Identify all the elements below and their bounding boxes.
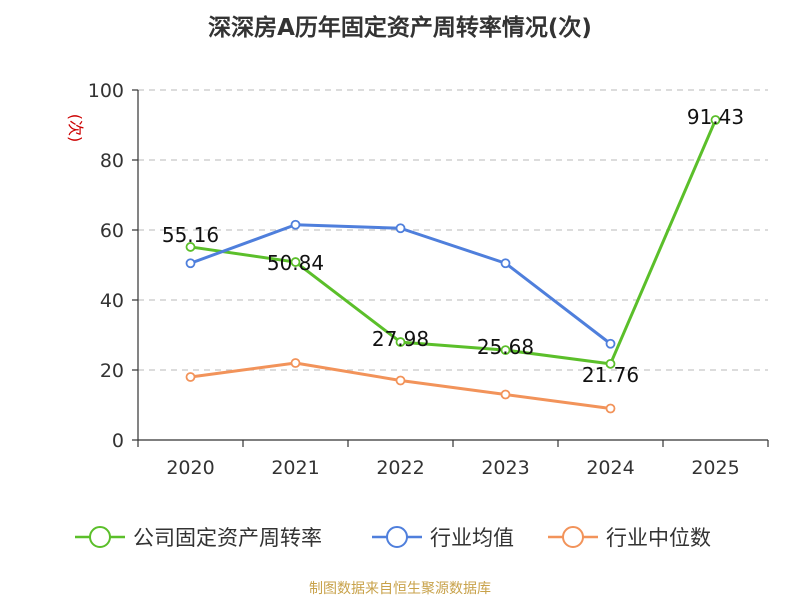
data-point — [500, 389, 511, 400]
x-tick-label: 2022 — [376, 457, 424, 479]
grid-layer — [138, 89, 768, 371]
x-tick-label: 2020 — [166, 457, 214, 479]
data-point — [290, 257, 301, 267]
legend: 公司固定资产周转率 行业均值 行业中位数 — [75, 526, 711, 550]
series-line — [189, 223, 612, 345]
series-line — [190, 119, 717, 366]
source-note: 制图数据来自恒生聚源数据库 — [309, 581, 491, 597]
data-label: 27.98 — [372, 327, 429, 351]
y-tick-label: 20 — [100, 360, 124, 382]
data-point — [185, 372, 196, 382]
chart-title: 深深房A历年固定资产周转率情况(次) — [208, 15, 592, 41]
legend-label: 公司固定资产周转率 — [133, 526, 322, 550]
data-point — [500, 345, 511, 356]
data-label: 21.76 — [582, 363, 639, 387]
series-layer — [185, 115, 721, 414]
data-point — [605, 358, 616, 369]
data-point — [395, 337, 406, 347]
data-label: 55.16 — [162, 223, 219, 247]
y-tick-label: 100 — [88, 80, 124, 102]
x-tick-label: 2021 — [271, 457, 319, 479]
x-tick-label: 2025 — [691, 457, 739, 479]
data-label: 91.43 — [687, 105, 744, 129]
axis-layer: 0 20 40 60 80 100 2020 2021 2022 2023 2024 2025 — [88, 80, 769, 479]
data-point — [605, 338, 616, 349]
data-point — [395, 375, 406, 386]
data-point — [185, 242, 196, 252]
data-point — [395, 223, 406, 234]
y-tick-label: 60 — [100, 220, 124, 242]
legend-marker — [89, 526, 111, 548]
data-point — [710, 115, 721, 125]
y-axis-unit: (次) — [66, 114, 85, 143]
data-point — [500, 258, 511, 269]
x-tick-label: 2024 — [586, 457, 634, 479]
x-tick-label: 2023 — [481, 457, 529, 479]
data-label: 25.68 — [477, 335, 534, 359]
legend-marker — [386, 526, 408, 548]
data-point — [290, 219, 301, 230]
legend-marker — [562, 526, 584, 548]
data-label-layer: 55.16 50.84 27.98 25.68 21.76 91.43 — [162, 105, 744, 387]
data-label: 50.84 — [267, 251, 324, 275]
legend-label: 行业中位数 — [606, 526, 711, 550]
y-tick-label: 40 — [100, 290, 124, 312]
data-point — [290, 358, 301, 368]
y-tick-label: 0 — [112, 430, 124, 452]
data-point — [185, 258, 196, 269]
legend-label: 行业均值 — [430, 526, 514, 550]
data-point — [605, 403, 616, 414]
y-tick-label: 80 — [100, 150, 124, 172]
